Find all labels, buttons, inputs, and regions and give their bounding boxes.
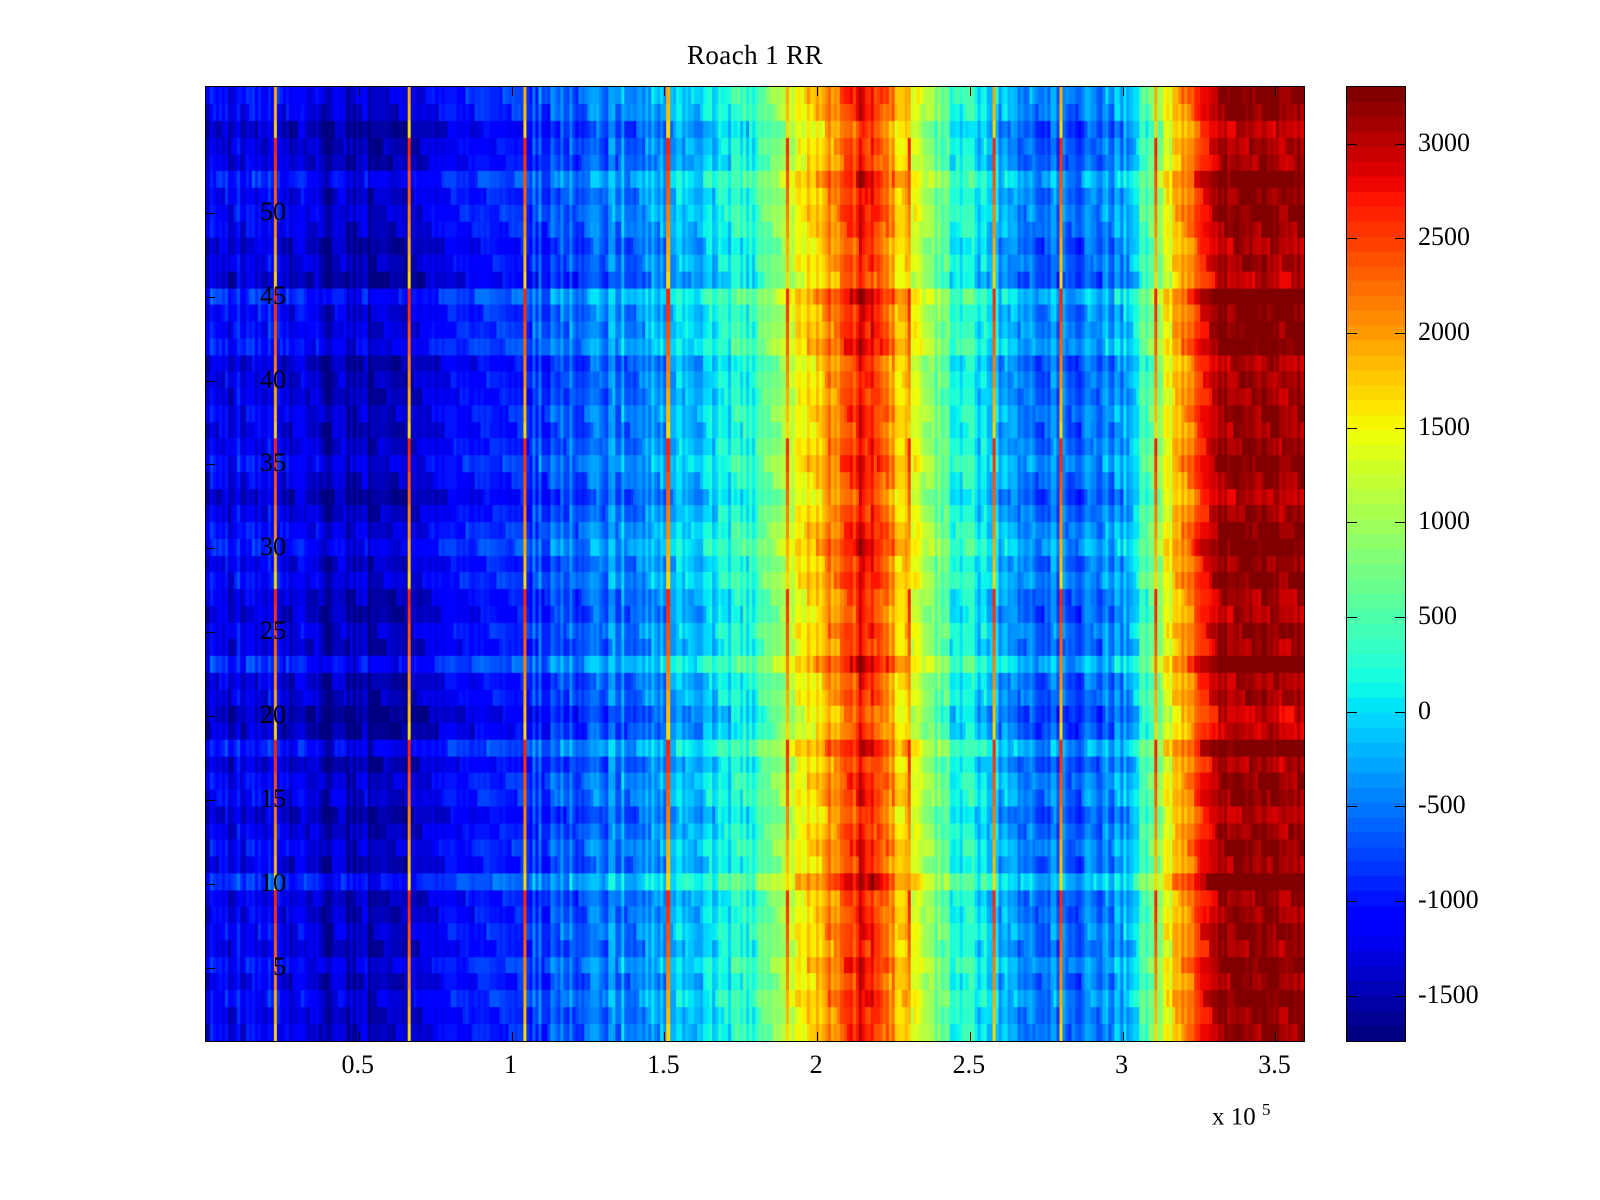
colorbar-tick-mark-right xyxy=(1395,522,1405,524)
colorbar-tick-mark-left xyxy=(1347,711,1357,713)
y-axis-tick-mark xyxy=(206,380,215,382)
colorbar-tick-mark-right xyxy=(1395,711,1405,713)
colorbar[interactable] xyxy=(1346,86,1406,1042)
y-axis-tick-mark xyxy=(206,799,215,801)
colorbar-tick-mark-left xyxy=(1347,143,1357,145)
y-axis-tick-mark xyxy=(206,632,215,634)
x-axis-tick-label: 1.5 xyxy=(647,1050,680,1079)
heatmap-image xyxy=(206,87,1304,1041)
y-axis-tick-label: 15 xyxy=(260,783,286,813)
x-axis-exponent-label: x 10 5 xyxy=(1212,1100,1271,1131)
x-axis-tick-label: 2.5 xyxy=(952,1050,986,1079)
colorbar-tick-mark-left xyxy=(1347,427,1357,429)
x-axis-tick-mark xyxy=(817,1032,819,1041)
x-axis-tick-mark-top xyxy=(358,87,360,96)
x-axis-tick-mark xyxy=(1122,1032,1124,1041)
colorbar-tick-mark-left xyxy=(1347,238,1357,240)
x-axis-tick-mark xyxy=(969,1032,971,1041)
page-title: Roach 1 RR xyxy=(687,40,823,70)
x-axis-tick-mark-top xyxy=(969,87,971,96)
y-axis-tick-label: 40 xyxy=(260,364,286,394)
colorbar-tick-mark-right xyxy=(1395,143,1405,145)
colorbar-tick-mark-right xyxy=(1395,901,1405,903)
x-axis-tick-mark-top xyxy=(817,87,819,96)
y-axis-tick-mark xyxy=(206,715,215,717)
x-axis-tick-label: 1 xyxy=(504,1050,518,1079)
colorbar-tick-label: 500 xyxy=(1418,601,1457,631)
colorbar-tick-mark-left xyxy=(1347,617,1357,619)
colorbar-tick-mark-right xyxy=(1395,806,1405,808)
colorbar-tick-mark-right xyxy=(1395,333,1405,335)
x-axis-tick-mark-top xyxy=(1275,87,1277,96)
y-axis-tick-mark xyxy=(206,883,215,885)
colorbar-tick-label: 3000 xyxy=(1418,127,1470,157)
colorbar-tick-mark-left xyxy=(1347,901,1357,903)
y-axis-tick-label: 35 xyxy=(260,448,286,478)
heatmap-axes[interactable] xyxy=(205,86,1305,1042)
x-axis-tick-label: 0.5 xyxy=(341,1050,375,1079)
y-axis-tick-label: 5 xyxy=(273,951,286,981)
colorbar-tick-label: 1000 xyxy=(1418,506,1470,536)
colorbar-tick-label: -1000 xyxy=(1418,885,1479,915)
colorbar-tick-mark-right xyxy=(1395,995,1405,997)
y-axis-tick-label: 45 xyxy=(260,280,286,310)
x-axis-tick-label: 3 xyxy=(1115,1050,1129,1079)
colorbar-tick-label: -1500 xyxy=(1418,979,1479,1009)
y-axis-tick-label: 10 xyxy=(260,867,286,897)
colorbar-tick-label: -500 xyxy=(1418,790,1466,820)
y-axis-tick-mark xyxy=(206,464,215,466)
y-axis-tick-mark xyxy=(206,967,215,969)
colorbar-tick-mark-left xyxy=(1347,806,1357,808)
x-axis-tick-mark-top xyxy=(1122,87,1124,96)
x-axis-tick-mark xyxy=(511,1032,513,1041)
y-axis-tick-label: 25 xyxy=(260,616,286,646)
y-axis-tick-label: 20 xyxy=(260,699,286,729)
colorbar-tick-mark-left xyxy=(1347,333,1357,335)
y-axis-tick-label: 50 xyxy=(260,196,286,226)
x-axis-tick-mark xyxy=(1275,1032,1277,1041)
colorbar-tick-label: 2000 xyxy=(1418,317,1470,347)
x-axis-tick-mark xyxy=(664,1032,666,1041)
colorbar-gradient xyxy=(1347,87,1405,1041)
y-axis-tick-mark xyxy=(206,548,215,550)
y-axis-tick-label: 30 xyxy=(260,532,286,562)
x-axis-tick-mark-top xyxy=(511,87,513,96)
y-axis-tick-mark xyxy=(206,212,215,214)
colorbar-tick-mark-left xyxy=(1347,522,1357,524)
colorbar-tick-mark-right xyxy=(1395,427,1405,429)
x-axis-exponent-power: 5 xyxy=(1262,1100,1271,1119)
y-axis-tick-mark xyxy=(206,296,215,298)
x-axis-tick-label: 2 xyxy=(809,1050,823,1079)
colorbar-tick-label: 0 xyxy=(1418,695,1431,725)
x-axis-tick-label: 3.5 xyxy=(1258,1050,1291,1079)
x-axis-tick-mark xyxy=(358,1032,360,1041)
colorbar-tick-mark-right xyxy=(1395,617,1405,619)
colorbar-tick-mark-right xyxy=(1395,238,1405,240)
colorbar-tick-label: 1500 xyxy=(1418,411,1470,441)
colorbar-tick-label: 2500 xyxy=(1418,222,1470,252)
colorbar-tick-mark-left xyxy=(1347,995,1357,997)
x-axis-tick-mark-top xyxy=(664,87,666,96)
